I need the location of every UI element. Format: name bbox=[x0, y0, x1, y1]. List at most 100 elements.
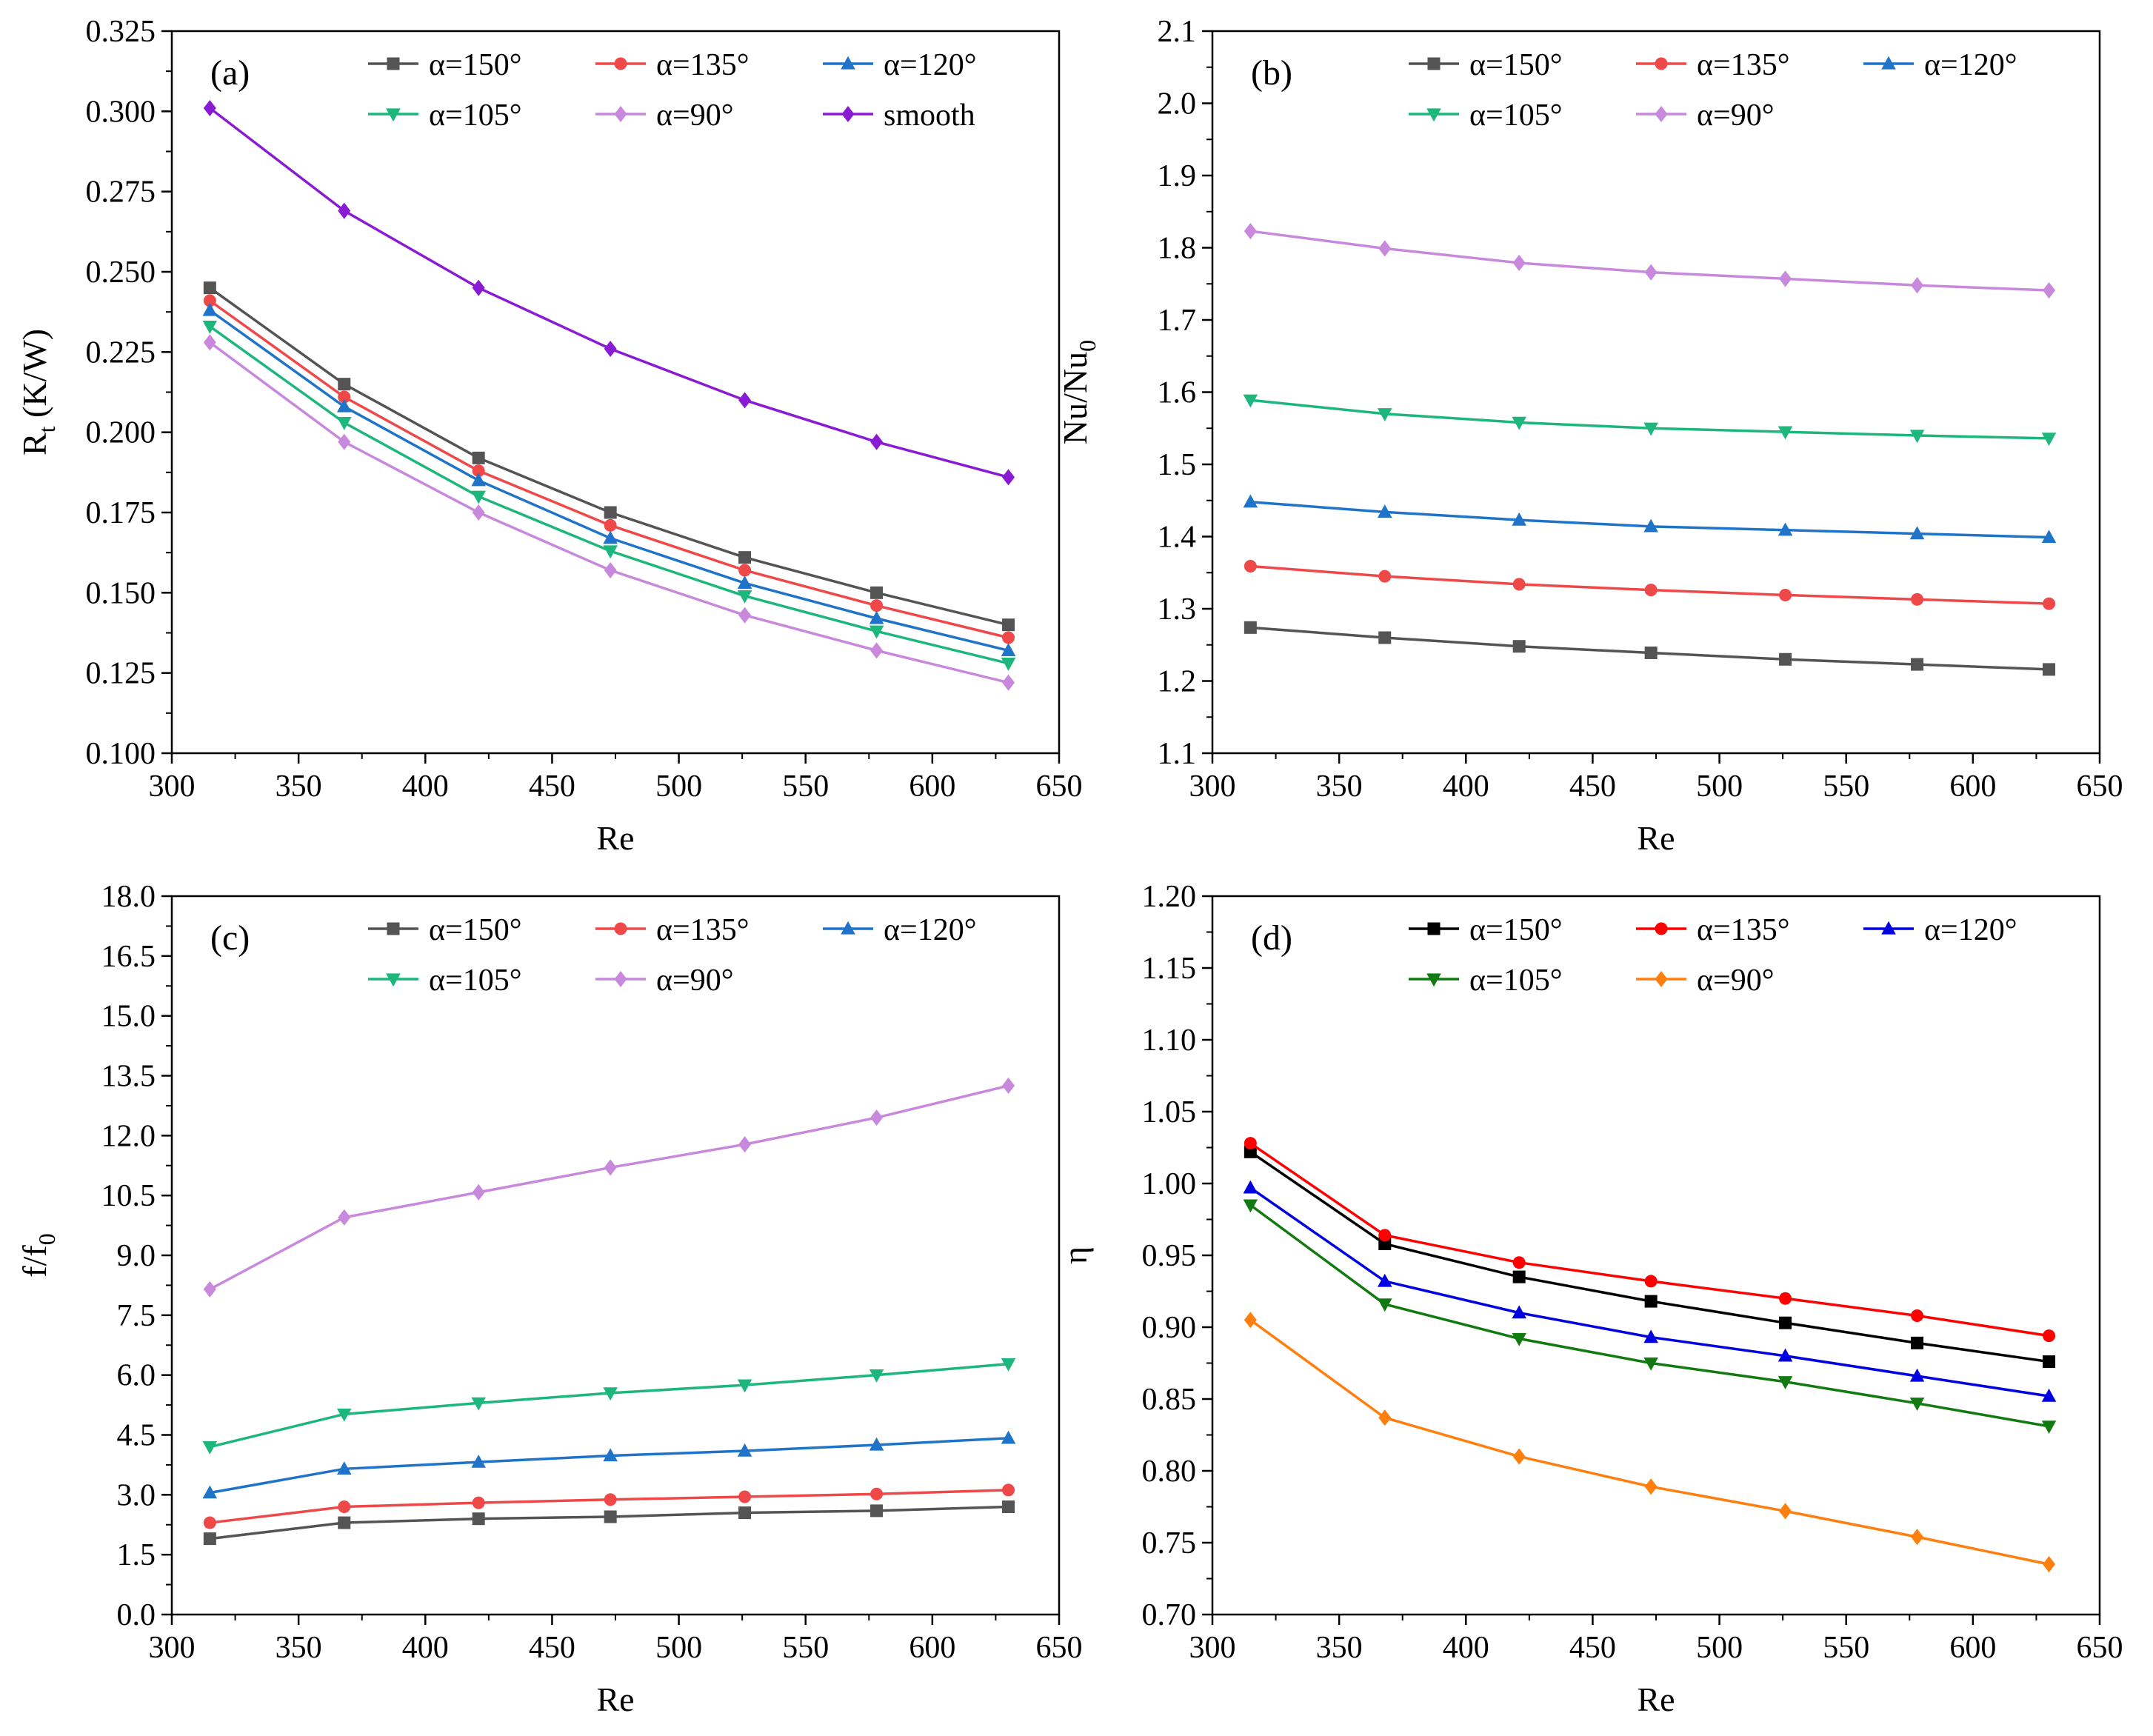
y-tick-label: 7.5 bbox=[117, 1299, 156, 1333]
data-point bbox=[1512, 578, 1526, 591]
data-point bbox=[603, 545, 618, 559]
data-point bbox=[737, 1443, 752, 1457]
legend-item: α=150° bbox=[368, 48, 522, 82]
y-tick-label: 0.275 bbox=[86, 176, 156, 210]
y-tick-label: 1.4 bbox=[1158, 521, 1197, 555]
y-tick-label: 0.0 bbox=[117, 1598, 156, 1632]
data-point bbox=[869, 1369, 884, 1383]
data-point bbox=[870, 642, 884, 659]
x-tick-label: 350 bbox=[276, 1631, 322, 1665]
data-point bbox=[472, 504, 485, 521]
data-point bbox=[338, 1516, 351, 1529]
y-tick-label: 1.00 bbox=[1142, 1167, 1197, 1201]
data-point bbox=[472, 464, 485, 478]
plot-frame bbox=[170, 30, 1061, 755]
y-tick-label: 1.15 bbox=[1142, 952, 1197, 986]
data-point bbox=[604, 561, 617, 579]
data-point bbox=[338, 378, 351, 391]
data-point bbox=[203, 1281, 216, 1298]
x-tick-label: 300 bbox=[149, 1631, 196, 1665]
legend-item: α=90° bbox=[595, 964, 734, 998]
data-point bbox=[1244, 559, 1257, 572]
series-line bbox=[210, 1437, 1009, 1495]
data-point bbox=[202, 302, 218, 316]
data-point bbox=[338, 433, 351, 450]
series-line bbox=[209, 325, 1009, 665]
data-point bbox=[738, 1136, 752, 1153]
data-point bbox=[336, 1408, 352, 1422]
series-0 bbox=[203, 281, 1015, 632]
data-point bbox=[1001, 643, 1016, 656]
y-tick-label: 1.6 bbox=[1158, 376, 1197, 410]
data-point bbox=[1911, 658, 1924, 671]
legend-item: α=120° bbox=[1863, 913, 2017, 947]
x-tick-label: 400 bbox=[1443, 769, 1489, 804]
x-tick-label: 300 bbox=[149, 769, 196, 804]
data-point bbox=[336, 398, 352, 413]
series-line bbox=[1249, 1150, 2049, 1363]
data-point bbox=[1377, 1273, 1392, 1287]
legend-label: α=135° bbox=[1697, 913, 1790, 947]
y-tick-label: 1.8 bbox=[1158, 232, 1197, 266]
data-point bbox=[203, 334, 216, 351]
y-tick-label: 1.05 bbox=[1142, 1095, 1197, 1129]
legend-swatch-marker bbox=[614, 922, 627, 935]
chart-panel-a: 300 350 400 450 500 550 600 650 0.100 0.125 0.150 0… bbox=[16, 15, 1083, 857]
y-tick-label: 1.3 bbox=[1158, 592, 1197, 627]
legend-swatch-marker bbox=[386, 108, 401, 122]
legend-label: α=120° bbox=[1924, 48, 2017, 82]
data-point bbox=[203, 294, 216, 307]
data-point bbox=[603, 1448, 618, 1462]
data-point bbox=[1377, 1298, 1392, 1312]
y-tick-label: 0.250 bbox=[86, 256, 156, 290]
y-tick-label: 10.5 bbox=[101, 1179, 156, 1213]
legend-swatch-marker bbox=[614, 105, 627, 123]
data-point bbox=[2043, 663, 2056, 676]
y-tick-label: 1.9 bbox=[1158, 159, 1197, 193]
y-tick-label: 13.5 bbox=[101, 1060, 156, 1094]
plot-frame bbox=[1211, 30, 2101, 755]
legend-label: α=120° bbox=[884, 913, 977, 947]
x-tick-label: 350 bbox=[1316, 769, 1363, 804]
data-point bbox=[2043, 1329, 2056, 1343]
x-tick-label: 650 bbox=[1036, 1631, 1083, 1665]
data-point bbox=[1377, 408, 1392, 421]
legend-item: α=90° bbox=[595, 99, 734, 133]
legend-label: α=150° bbox=[429, 913, 522, 947]
data-point bbox=[1244, 1145, 1257, 1158]
x-tick-label: 500 bbox=[1696, 1631, 1743, 1665]
legend-label: α=105° bbox=[1469, 964, 1563, 998]
x-tick-label: 600 bbox=[1949, 1631, 1996, 1665]
data-point bbox=[1512, 1305, 1526, 1319]
legend-item: α=135° bbox=[595, 48, 750, 82]
data-point bbox=[1512, 1256, 1526, 1269]
data-point bbox=[2041, 433, 2057, 447]
panel-label: (a) bbox=[210, 53, 250, 93]
legend-label: α=135° bbox=[656, 913, 750, 947]
data-point bbox=[1644, 264, 1658, 281]
y-tick-label: 1.7 bbox=[1158, 304, 1197, 338]
legend-label: smooth bbox=[884, 99, 975, 133]
data-point bbox=[2043, 597, 2056, 610]
legend-item: α=150° bbox=[1409, 913, 1563, 947]
data-point bbox=[1779, 1292, 1792, 1305]
legend-label: α=120° bbox=[884, 48, 977, 82]
data-point bbox=[1512, 1332, 1526, 1346]
legend-label: α=90° bbox=[656, 99, 734, 133]
y-tick-label: 0.150 bbox=[86, 576, 156, 610]
series-line bbox=[209, 309, 1009, 652]
data-point bbox=[1644, 1275, 1658, 1288]
legend-swatch-marker bbox=[841, 921, 855, 935]
x-tick-label: 550 bbox=[1823, 1631, 1869, 1665]
legend-swatch-marker bbox=[387, 57, 400, 70]
legend-swatch-marker bbox=[1655, 105, 1668, 123]
data-point bbox=[870, 1109, 884, 1126]
data-point bbox=[2041, 1420, 2057, 1435]
legend-item: α=105° bbox=[368, 99, 522, 133]
data-point bbox=[2041, 530, 2057, 544]
legend-item: α=105° bbox=[1409, 964, 1563, 998]
data-point bbox=[1378, 631, 1392, 644]
data-point bbox=[1779, 1316, 1792, 1329]
data-point bbox=[737, 590, 752, 604]
